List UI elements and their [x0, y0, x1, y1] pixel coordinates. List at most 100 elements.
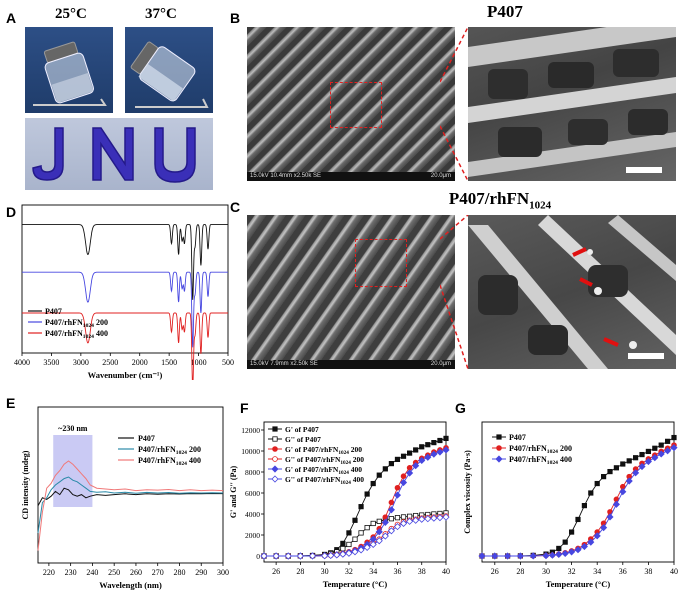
legend-label: G' of P407	[285, 425, 319, 434]
data-point	[431, 440, 437, 446]
data-point	[394, 484, 401, 491]
sem-high-drawing	[468, 215, 676, 369]
data-point	[393, 523, 402, 531]
x-tick-label: 32	[568, 567, 576, 576]
data-point	[593, 532, 601, 540]
data-point	[574, 546, 582, 554]
data-point	[443, 435, 449, 442]
sem-high-drawing	[468, 27, 676, 177]
data-point	[587, 538, 595, 546]
data-point	[381, 532, 389, 540]
data-point	[529, 552, 537, 560]
temperature-label-25: 25°C	[55, 6, 87, 22]
x-axis-label: Wavenumber (cm⁻¹)	[88, 370, 163, 380]
data-point	[568, 548, 576, 556]
x-tick-label: 34	[593, 567, 601, 576]
data-point	[346, 541, 352, 548]
data-point	[388, 461, 394, 467]
data-point	[600, 474, 607, 480]
x-tick-label: 36	[619, 567, 627, 576]
data-point	[327, 551, 335, 560]
data-point	[387, 527, 395, 535]
data-point	[352, 517, 358, 523]
x-tick-label: 32	[345, 567, 353, 576]
y-tick-label: 0	[256, 552, 260, 561]
data-point	[600, 524, 608, 532]
x-tick-label: 38	[418, 567, 426, 576]
data-point	[588, 490, 594, 496]
cd-chart: ~230 nm 220 230 240 250 260 270 280 290 300 Wavele…	[21, 406, 229, 590]
data-point	[412, 462, 420, 470]
data-point	[394, 456, 401, 463]
data-point	[272, 552, 280, 560]
data-point	[619, 488, 627, 496]
sem-info-bar: 15.0kV 7.9mm x2.50k SE 20.0μm	[247, 360, 455, 369]
legend-label: P407	[509, 433, 526, 442]
x-tick-label: 2000	[132, 358, 148, 367]
data-point	[651, 454, 659, 462]
data-point	[370, 480, 376, 487]
legend-marker	[496, 445, 502, 451]
data-point	[425, 442, 431, 448]
data-point	[581, 503, 587, 509]
sem-zoom-box	[355, 239, 407, 287]
data-point	[580, 542, 588, 551]
plot-frame	[37, 406, 224, 564]
data-point	[346, 530, 352, 536]
data-point	[478, 552, 486, 560]
data-point	[442, 446, 450, 454]
data-point	[400, 514, 407, 520]
x-tick-label: 220	[43, 568, 55, 577]
legend-label: G' of P407/rhFN1024 400	[285, 465, 362, 476]
plot-frame	[263, 421, 447, 563]
sem-image-p407-rhfn-low: 15.0kV 7.9mm x2.50k SE 20.0μm	[247, 215, 455, 369]
data-point	[321, 552, 329, 560]
data-point	[437, 437, 443, 444]
data-point	[399, 478, 408, 487]
data-point	[418, 515, 426, 523]
y-tick-label: 2000	[245, 531, 260, 540]
data-point	[555, 550, 563, 558]
data-point	[419, 444, 425, 450]
legend-label: G' of P407/rhFN1024 200	[285, 445, 362, 456]
data-point	[561, 549, 569, 558]
data-point	[645, 448, 651, 455]
data-point	[340, 540, 346, 546]
x-tick-label: 38	[644, 567, 652, 576]
sem-image-p407-low: 15.0kV 10.4mm x2.50k SE 20.0μm	[247, 27, 455, 181]
data-point	[375, 537, 383, 545]
data-point	[358, 530, 364, 536]
data-point	[376, 472, 382, 478]
panel-label-b: B	[230, 10, 241, 26]
data-point	[296, 552, 304, 560]
x-tick-label: 36	[393, 567, 401, 576]
series-line-0	[37, 487, 224, 507]
legend-marker	[272, 426, 278, 432]
x-tick-label: 280	[173, 568, 185, 577]
x-axis-label: Temperature (°C)	[323, 579, 388, 589]
data-point	[400, 453, 407, 459]
y-tick-label: 10000	[241, 447, 260, 456]
annotation-label: ~230 nm	[58, 424, 88, 433]
panel-label-a: A	[6, 10, 17, 26]
x-tick-label: 3000	[73, 358, 89, 367]
data-point	[357, 546, 365, 554]
data-point	[388, 499, 395, 506]
panel-label-c: C	[230, 199, 241, 215]
data-point	[424, 453, 432, 461]
data-point	[491, 552, 499, 560]
data-point	[632, 469, 640, 477]
data-point	[594, 480, 600, 487]
gel-letters-drawing	[32, 127, 196, 183]
sem-image-p407-rhfn-high	[468, 215, 676, 369]
data-point	[620, 461, 626, 467]
x-tick-label: 230	[65, 568, 77, 577]
data-point	[339, 550, 347, 558]
legend-label: G'' of P407/rhFN1024 400	[285, 475, 364, 486]
legend-label: P407	[138, 434, 155, 443]
data-point	[658, 442, 664, 448]
x-tick-label: 1000	[191, 358, 207, 367]
data-point	[504, 552, 512, 560]
y-tick-label: 8000	[245, 468, 260, 477]
data-point	[436, 514, 444, 522]
